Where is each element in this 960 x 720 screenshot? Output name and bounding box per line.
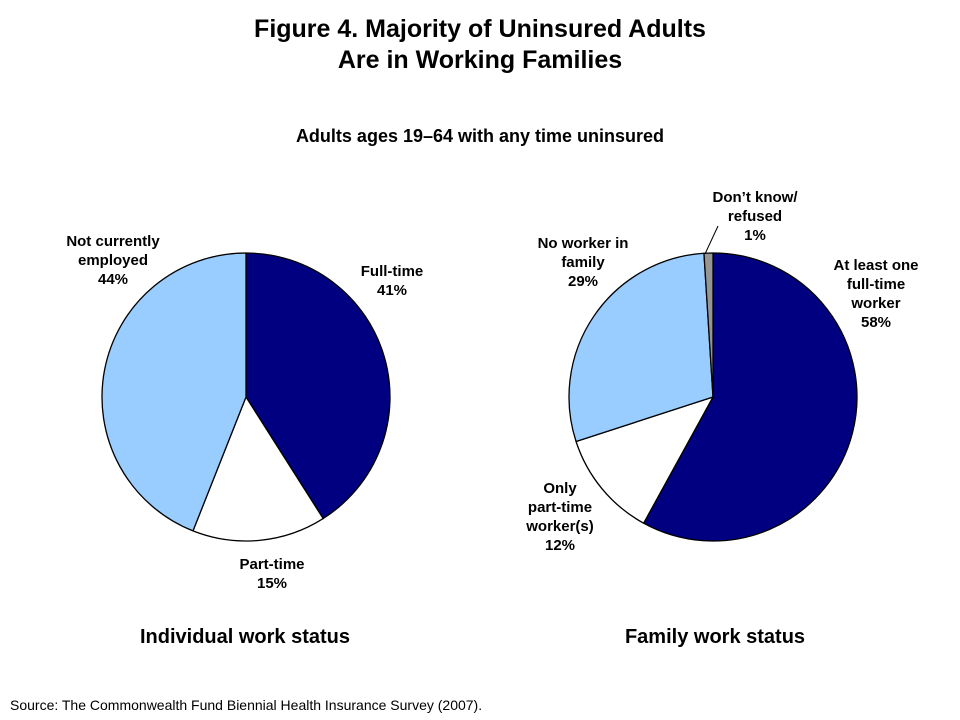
chart-title: Figure 4. Majority of Uninsured Adults A… [0,14,960,76]
slice-label-no-worker: No worker in family 29% [537,235,629,290]
pie-individual-work-status [101,252,391,542]
pie-title-individual: Individual work status [139,626,351,648]
chart-title-line-2: Are in Working Families [337,46,623,74]
pie-slice-1-0 [642,252,858,542]
pie-slice-0-1 [192,396,324,542]
chart-title-line-1: Figure 4. Majority of Uninsured Adults [254,15,706,43]
pie-title-family: Family work status [624,626,806,648]
slice-label-only-part-time: Only part-time worker(s) 12% [526,480,594,554]
source-note: Source: The Commonwealth Fund Biennial H… [10,697,483,713]
leader-line-dont-know [704,225,719,255]
slice-label-dont-know: Don’t know/ refused 1% [712,189,798,244]
pie-slice-1-2 [568,252,714,443]
slice-label-part-time: Part-time 15% [239,556,305,592]
chart-subtitle: Adults ages 19–64 with any time uninsure… [295,126,665,146]
pie-slice-1-1 [575,396,714,524]
slice-label-at-least-one-full-time: At least one full-time worker 58% [833,257,919,331]
pie-slice-0-2 [101,252,247,532]
pie-slice-1-3 [703,252,714,398]
pie-family-work-status [568,252,858,542]
slice-label-full-time: Full-time 41% [360,263,424,299]
pie-slice-0-0 [245,252,391,520]
slice-label-not-currently-employed: Not currently employed 44% [66,233,160,288]
